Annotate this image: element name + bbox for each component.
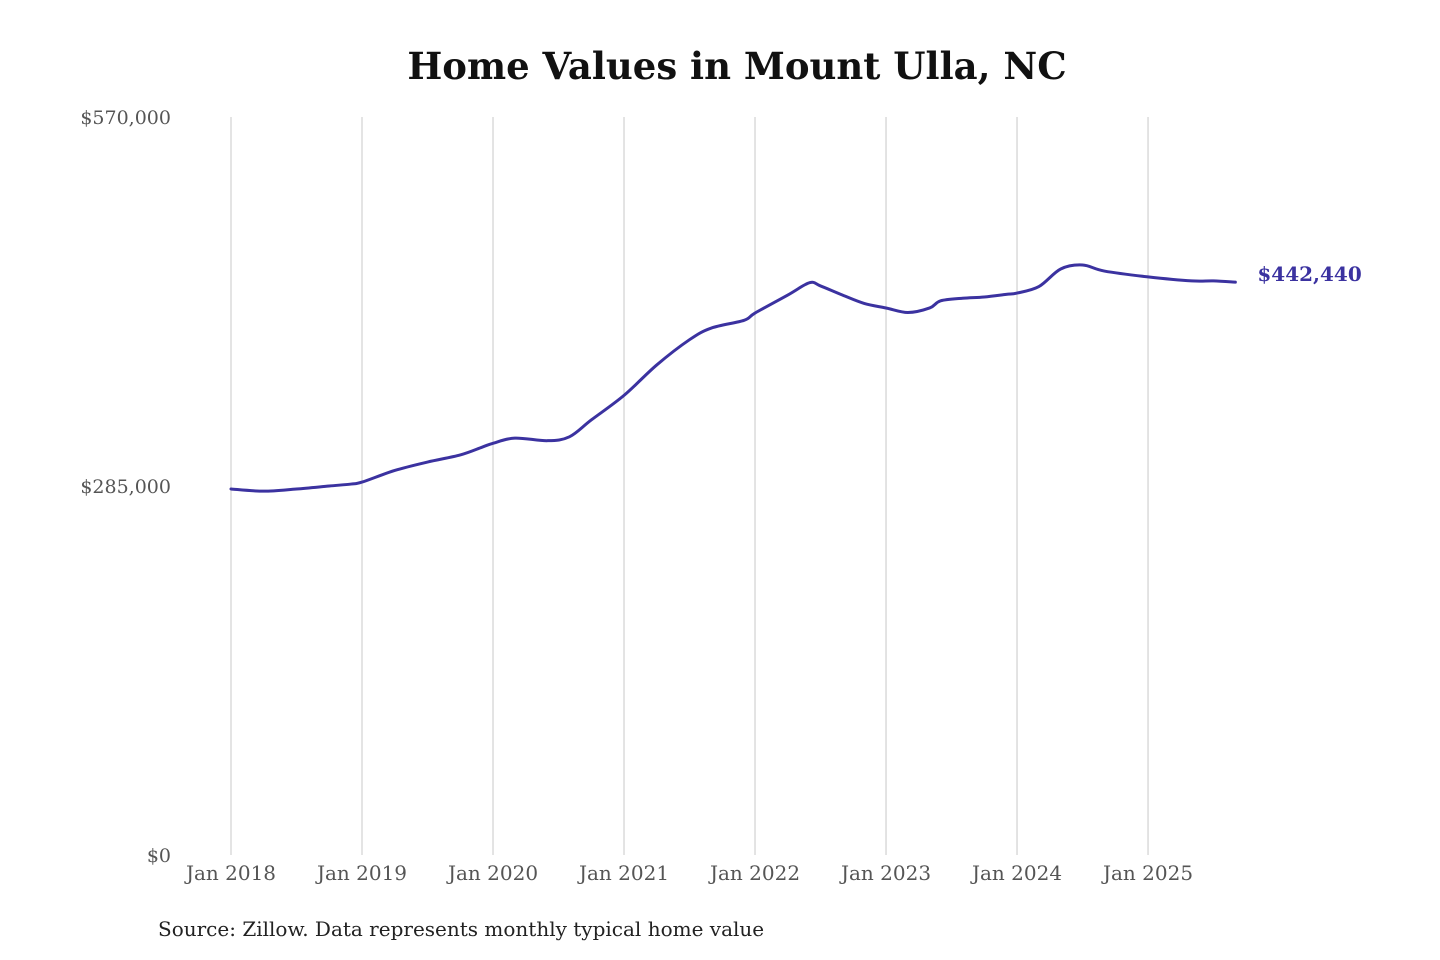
x-tick-label: Jan 2020 [446, 861, 538, 885]
x-tick-label: Jan 2021 [577, 861, 669, 885]
series-line [229, 263, 1237, 493]
x-tick-label: Jan 2018 [184, 861, 276, 885]
x-tick-label: Jan 2023 [839, 861, 931, 885]
x-tick-label: Jan 2019 [315, 861, 407, 885]
y-tick-label: $285,000 [80, 476, 171, 498]
y-tick-label: $570,000 [80, 107, 171, 129]
x-tick-label: Jan 2022 [708, 861, 800, 885]
source-note: Source: Zillow. Data represents monthly … [158, 917, 765, 941]
chart-title: Home Values in Mount Ulla, NC [407, 44, 1067, 88]
y-tick-label: $0 [147, 845, 171, 867]
x-tick-label: Jan 2024 [970, 861, 1062, 885]
end-value-label: $442,440 [1257, 262, 1361, 286]
x-tick-label: Jan 2025 [1101, 861, 1193, 885]
